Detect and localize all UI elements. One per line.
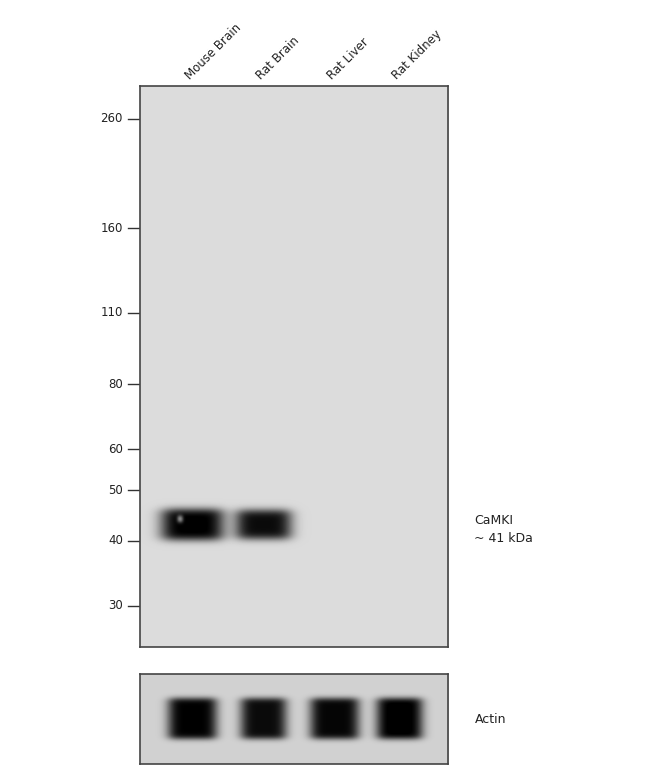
Text: Rat Kidney: Rat Kidney — [390, 28, 444, 82]
Text: 160: 160 — [101, 222, 123, 234]
Text: Mouse Brain: Mouse Brain — [183, 21, 244, 82]
Text: 50: 50 — [108, 484, 123, 497]
Text: 60: 60 — [108, 443, 123, 456]
Text: 40: 40 — [108, 534, 123, 547]
Text: 30: 30 — [108, 599, 123, 612]
Text: Rat Brain: Rat Brain — [254, 34, 302, 82]
Text: Actin: Actin — [474, 713, 506, 726]
Text: 80: 80 — [108, 378, 123, 391]
Text: 260: 260 — [101, 112, 123, 125]
Text: 110: 110 — [101, 306, 123, 319]
Text: CaMKI
~ 41 kDa: CaMKI ~ 41 kDa — [474, 514, 534, 545]
Text: Rat Liver: Rat Liver — [325, 36, 372, 82]
